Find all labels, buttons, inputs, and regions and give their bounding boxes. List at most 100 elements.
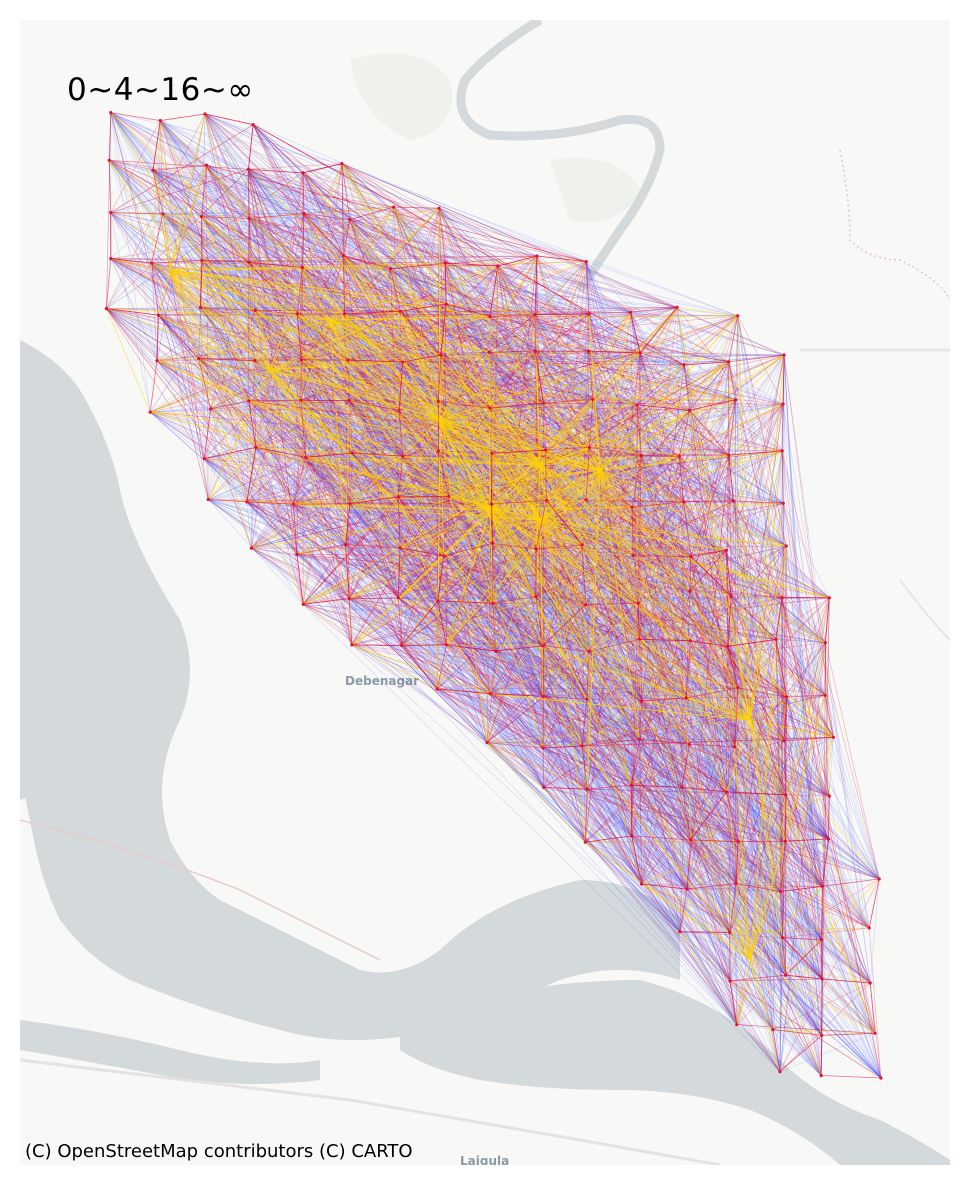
flow-line (545, 449, 731, 933)
flow-line (785, 796, 830, 976)
flow-line (398, 597, 826, 644)
flow-line (639, 352, 787, 795)
park-area (550, 158, 640, 222)
flow-line (160, 120, 402, 646)
flow-line (438, 402, 544, 452)
flow-line (351, 644, 543, 749)
flow-line (488, 261, 587, 353)
flow-line (348, 400, 787, 796)
flow-line (204, 307, 678, 459)
flow-line (690, 839, 871, 984)
flow-line (585, 595, 732, 843)
flow-line (438, 207, 734, 502)
flow-line (341, 163, 587, 262)
flow-line (156, 113, 206, 361)
flow-line (592, 399, 680, 457)
flow-line (585, 786, 683, 843)
flow-line (398, 496, 739, 842)
flow-line (679, 456, 834, 738)
flow-line (207, 310, 256, 500)
flow-line (255, 447, 774, 1030)
flow-line (780, 355, 785, 892)
flow-line (302, 267, 491, 409)
flow-line (398, 597, 781, 1072)
flow-line (254, 172, 304, 361)
flow-line (204, 113, 538, 257)
flow-line (779, 695, 826, 1072)
flow-line (689, 639, 777, 745)
park-area (350, 53, 452, 141)
flow-line (586, 351, 589, 790)
flow-line (685, 591, 691, 699)
flow-line (160, 120, 587, 262)
flow-line (440, 354, 731, 982)
flow-line (390, 268, 823, 1036)
flow-line (402, 455, 737, 884)
flow-line (302, 172, 544, 697)
flow-line (779, 696, 787, 1072)
flow-line (110, 112, 640, 640)
flow-line (110, 112, 822, 940)
flow-line (734, 746, 823, 980)
flow-line (402, 255, 538, 363)
flow-line (110, 112, 158, 361)
flow-line (198, 350, 536, 359)
flow-line (535, 548, 781, 892)
flow-line (152, 169, 438, 690)
flow-line (160, 120, 544, 646)
flow-line (393, 206, 823, 887)
flow-line (737, 315, 822, 940)
flow-line (162, 213, 353, 646)
railway (20, 819, 381, 961)
flow-line (440, 354, 544, 404)
flow-line (293, 503, 586, 605)
flow-line (631, 835, 738, 1025)
flow-line (106, 308, 738, 317)
flow-line (110, 112, 205, 459)
flow-line (296, 554, 781, 892)
flow-line (542, 747, 880, 880)
flow-line (248, 169, 305, 214)
flow-line (440, 354, 729, 456)
river-west-island-edge (20, 580, 94, 800)
flow-line (248, 169, 870, 929)
flow-line (585, 261, 737, 884)
flow-line (341, 163, 830, 599)
flow-line (398, 314, 536, 498)
flow-line (206, 164, 536, 352)
flow-line (207, 169, 249, 500)
flow-line (534, 314, 641, 354)
flow-line (438, 208, 594, 400)
flow-line (158, 314, 544, 788)
map-canvas[interactable]: Debenagar Laigula 0~4~16~∞ (C) OpenStree… (20, 20, 950, 1165)
flow-line (248, 400, 439, 602)
flow-line (254, 360, 590, 652)
flow-line (586, 699, 880, 880)
flow-line (581, 314, 590, 545)
flow-line (200, 262, 446, 308)
flow-line (437, 600, 823, 1036)
flow-line (727, 646, 882, 1079)
flow-line (783, 740, 870, 929)
flow-line (248, 354, 785, 402)
flow-line (641, 545, 787, 702)
flow-line (110, 212, 586, 843)
flow-line (636, 315, 738, 406)
flow-line (390, 207, 394, 269)
flow-line (581, 261, 587, 746)
flow-line (735, 399, 870, 928)
flow-line (581, 544, 691, 841)
flow-line (535, 548, 642, 885)
flow-line (204, 113, 586, 843)
flow-line (401, 645, 834, 738)
flow-line (786, 642, 826, 698)
flow-line (297, 313, 590, 448)
flow-line (737, 841, 823, 980)
flow-line (204, 207, 440, 459)
flow-line (587, 591, 691, 790)
flow-line (488, 352, 781, 892)
flow-line (546, 500, 683, 788)
flow-line (210, 262, 250, 409)
flow-line (785, 545, 823, 887)
flow-line (204, 458, 583, 747)
